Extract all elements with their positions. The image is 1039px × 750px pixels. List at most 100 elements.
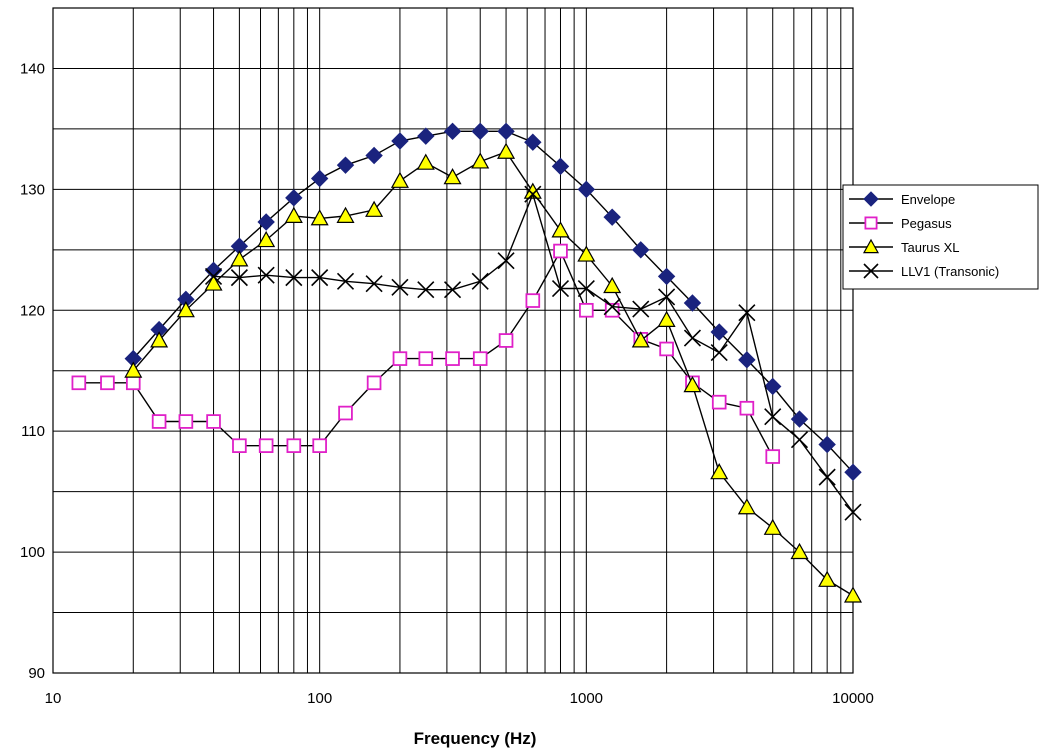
data-point bbox=[204, 267, 223, 285]
data-point bbox=[445, 351, 460, 366]
data-point bbox=[764, 408, 782, 426]
data-point bbox=[497, 122, 515, 141]
data-point bbox=[366, 375, 382, 391]
data-point bbox=[711, 394, 727, 410]
legend-marker bbox=[863, 263, 879, 279]
data-point bbox=[257, 213, 275, 231]
legend-item: Taurus XL bbox=[849, 238, 960, 255]
series-layer bbox=[71, 122, 863, 603]
data-point bbox=[818, 435, 836, 454]
legend-label: LLV1 (Transonic) bbox=[901, 264, 999, 279]
data-point bbox=[286, 438, 302, 453]
data-point bbox=[125, 375, 141, 391]
series-line bbox=[132, 130, 854, 473]
data-point bbox=[738, 351, 756, 369]
y-tick-label: 140 bbox=[20, 60, 45, 77]
data-point bbox=[765, 449, 781, 464]
data-point bbox=[790, 431, 809, 449]
data-point bbox=[603, 208, 621, 226]
data-point bbox=[764, 377, 782, 396]
data-point bbox=[843, 586, 863, 603]
data-point bbox=[497, 142, 516, 159]
data-point bbox=[365, 200, 384, 217]
data-point bbox=[336, 156, 355, 174]
y-tick-label: 110 bbox=[21, 423, 45, 440]
data-point bbox=[790, 542, 809, 560]
data-point bbox=[632, 241, 650, 259]
data-point bbox=[257, 266, 275, 284]
data-point bbox=[391, 278, 409, 296]
data-point bbox=[790, 410, 809, 428]
x-tick-label: 10000 bbox=[832, 690, 874, 707]
data-point bbox=[471, 122, 489, 141]
data-point bbox=[443, 168, 462, 185]
data-point bbox=[312, 438, 327, 453]
data-point bbox=[844, 503, 862, 521]
data-point bbox=[443, 122, 462, 141]
x-axis-tick-labels: 10 100 1000 10000 bbox=[45, 690, 874, 707]
legend-item: Pegasus bbox=[849, 216, 952, 231]
data-point bbox=[365, 146, 383, 165]
data-point bbox=[844, 463, 862, 481]
data-point bbox=[551, 157, 570, 176]
data-point bbox=[417, 281, 435, 299]
data-point bbox=[525, 293, 541, 308]
data-point bbox=[392, 351, 408, 366]
data-point bbox=[151, 414, 167, 429]
legend-marker bbox=[862, 238, 880, 254]
data-point bbox=[657, 310, 676, 327]
data-point bbox=[683, 294, 702, 312]
data-point bbox=[472, 351, 488, 366]
data-point bbox=[416, 153, 435, 170]
data-point bbox=[124, 361, 143, 378]
data-point bbox=[336, 272, 355, 290]
data-point bbox=[632, 300, 650, 318]
data-point bbox=[658, 288, 676, 306]
data-point bbox=[577, 180, 596, 199]
data-point bbox=[310, 169, 329, 188]
data-point bbox=[631, 331, 650, 348]
series-pegasus bbox=[71, 243, 781, 464]
data-point bbox=[230, 269, 248, 287]
x-tick-label: 10 bbox=[45, 690, 62, 707]
data-point bbox=[553, 243, 568, 259]
data-point bbox=[285, 189, 303, 207]
data-point bbox=[176, 301, 195, 318]
legend-marker bbox=[863, 191, 879, 207]
data-point bbox=[311, 269, 329, 287]
data-point bbox=[365, 275, 383, 293]
data-point bbox=[524, 133, 542, 151]
data-point bbox=[284, 206, 303, 223]
data-point bbox=[818, 570, 837, 587]
y-axis-tick-labels: 90 100 110 120 130 140 bbox=[20, 60, 45, 682]
legend-marker bbox=[864, 216, 878, 230]
data-point bbox=[683, 329, 702, 347]
legend-item: Envelope bbox=[849, 191, 955, 207]
data-point bbox=[659, 341, 674, 357]
data-point bbox=[497, 252, 515, 270]
data-point bbox=[258, 438, 274, 453]
data-point bbox=[418, 351, 434, 366]
data-point bbox=[471, 272, 489, 290]
legend-label: Pegasus bbox=[901, 216, 952, 231]
data-point bbox=[657, 267, 676, 286]
data-point bbox=[551, 221, 570, 238]
data-point bbox=[232, 438, 247, 453]
legend-item: LLV1 (Transonic) bbox=[849, 263, 999, 279]
plot-frame bbox=[52, 7, 854, 674]
data-point bbox=[204, 274, 223, 291]
data-point bbox=[230, 250, 249, 267]
data-point bbox=[336, 206, 355, 223]
data-point bbox=[763, 518, 782, 535]
data-point bbox=[71, 375, 87, 391]
data-point bbox=[498, 333, 514, 348]
data-point bbox=[150, 331, 169, 348]
data-point bbox=[310, 209, 329, 226]
series-envelope bbox=[124, 122, 862, 481]
legend-label: Envelope bbox=[901, 192, 955, 207]
data-point bbox=[577, 279, 595, 298]
data-point bbox=[100, 375, 115, 391]
data-point bbox=[818, 468, 836, 486]
